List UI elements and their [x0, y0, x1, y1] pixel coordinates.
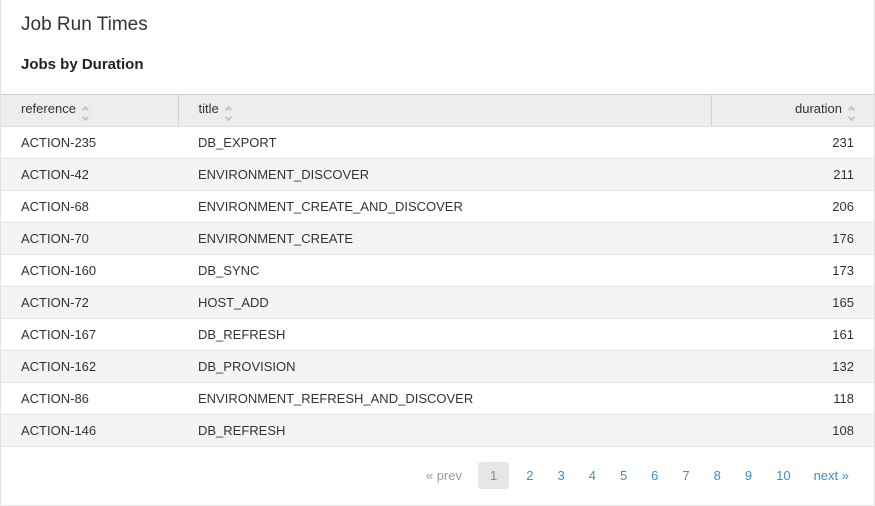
table-row: ACTION-162 DB_PROVISION 132	[1, 350, 874, 383]
sort-icon	[847, 105, 856, 122]
cell-duration: 176	[711, 222, 874, 255]
cell-title: HOST_ADD	[178, 286, 711, 319]
widget-header: Job Run Times Jobs by Duration	[1, 0, 874, 73]
cell-reference: ACTION-68	[1, 190, 178, 223]
pagination-next[interactable]: next »	[813, 467, 849, 483]
cell-title: DB_SYNC	[178, 254, 711, 287]
cell-title: ENVIRONMENT_CREATE_AND_DISCOVER	[178, 190, 711, 223]
table-row: ACTION-42 ENVIRONMENT_DISCOVER 211	[1, 158, 874, 191]
cell-reference: ACTION-86	[1, 382, 178, 415]
pagination-page-6[interactable]: 6	[651, 467, 659, 483]
cell-duration: 132	[711, 350, 874, 383]
table-row: ACTION-70 ENVIRONMENT_CREATE 176	[1, 222, 874, 255]
table-row: ACTION-68 ENVIRONMENT_CREATE_AND_DISCOVE…	[1, 190, 874, 223]
cell-title: ENVIRONMENT_DISCOVER	[178, 158, 711, 191]
pagination-page-3[interactable]: 3	[557, 467, 565, 483]
cell-reference: ACTION-235	[1, 126, 178, 159]
cell-title: DB_EXPORT	[178, 126, 711, 159]
cell-duration: 165	[711, 286, 874, 319]
cell-reference: ACTION-162	[1, 350, 178, 383]
table-header-row: reference title duration	[1, 94, 874, 127]
cell-reference: ACTION-160	[1, 254, 178, 287]
column-header-label: reference	[21, 101, 76, 116]
cell-title: ENVIRONMENT_CREATE	[178, 222, 711, 255]
widget-subtitle: Jobs by Duration	[21, 56, 144, 73]
cell-duration: 108	[711, 414, 874, 447]
table-row: ACTION-167 DB_REFRESH 161	[1, 318, 874, 351]
pagination: « prev 1 2 3 4 5 6 7 8 9 10 next »	[1, 447, 874, 495]
cell-reference: ACTION-42	[1, 158, 178, 191]
pagination-page-10[interactable]: 10	[776, 467, 791, 483]
cell-duration: 211	[711, 158, 874, 191]
column-header-reference[interactable]: reference	[1, 94, 178, 127]
jobs-table: reference title duration ACTION-235 DB_E…	[1, 94, 874, 447]
cell-duration: 161	[711, 318, 874, 351]
column-header-label: duration	[795, 101, 842, 116]
column-header-duration[interactable]: duration	[710, 94, 874, 127]
cell-duration: 118	[711, 382, 874, 415]
sort-icon	[224, 105, 232, 122]
pagination-page-8[interactable]: 8	[713, 467, 721, 483]
table-row: ACTION-235 DB_EXPORT 231	[1, 126, 874, 159]
sort-icon	[81, 105, 89, 122]
cell-title: DB_REFRESH	[178, 414, 711, 447]
pagination-page-9[interactable]: 9	[744, 467, 753, 483]
cell-title: DB_REFRESH	[178, 318, 711, 351]
pagination-prev: « prev	[425, 467, 462, 483]
cell-duration: 173	[711, 254, 874, 287]
cell-duration: 206	[711, 190, 874, 223]
cell-duration: 231	[711, 126, 874, 159]
pagination-page-2[interactable]: 2	[526, 467, 534, 483]
column-header-title[interactable]: title	[177, 94, 711, 127]
pagination-page-current: 1	[478, 461, 510, 489]
page-title: Job Run Times	[21, 14, 148, 35]
cell-reference: ACTION-146	[1, 414, 178, 447]
column-header-label: title	[198, 101, 219, 116]
pagination-page-4[interactable]: 4	[588, 467, 596, 483]
cell-reference: ACTION-72	[1, 286, 178, 319]
pagination-page-7[interactable]: 7	[682, 467, 690, 483]
table-row: ACTION-146 DB_REFRESH 108	[1, 414, 874, 447]
table-row: ACTION-86 ENVIRONMENT_REFRESH_AND_DISCOV…	[1, 382, 874, 415]
cell-reference: ACTION-167	[1, 318, 178, 351]
cell-title: DB_PROVISION	[178, 350, 711, 383]
cell-reference: ACTION-70	[1, 222, 178, 255]
pagination-page-5[interactable]: 5	[619, 467, 628, 483]
table-row: ACTION-160 DB_SYNC 173	[1, 254, 874, 287]
cell-title: ENVIRONMENT_REFRESH_AND_DISCOVER	[178, 382, 711, 415]
table-row: ACTION-72 HOST_ADD 165	[1, 286, 874, 319]
